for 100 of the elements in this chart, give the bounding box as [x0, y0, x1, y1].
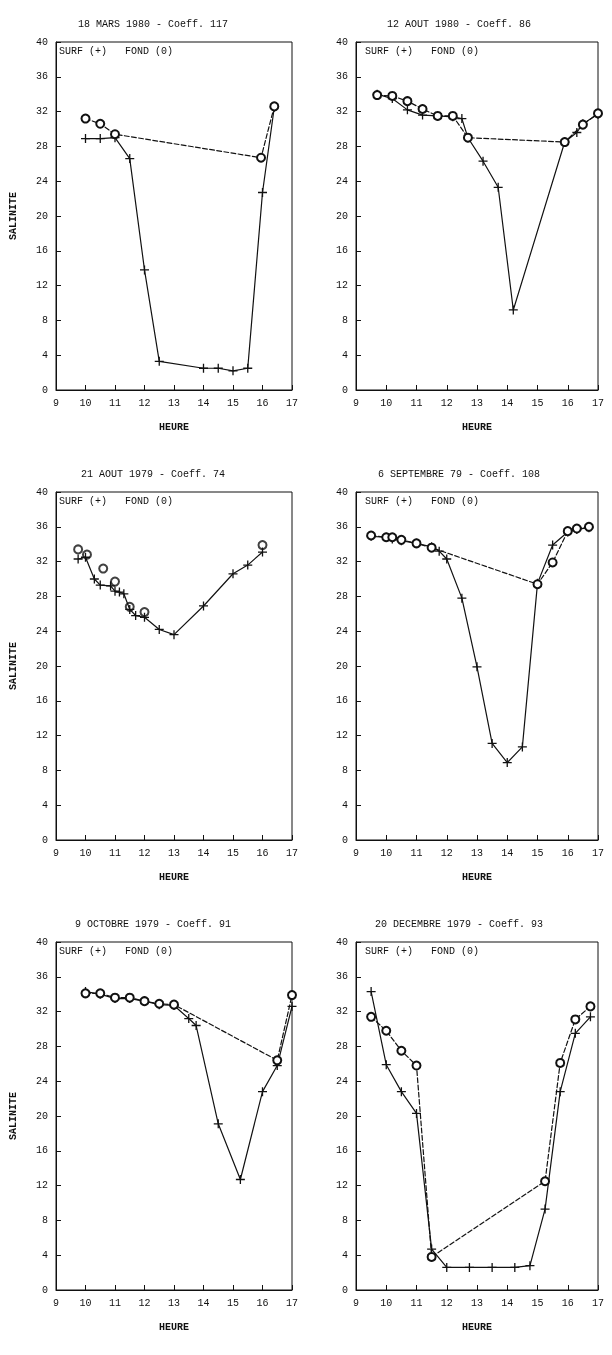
chart-title: 18 MARS 1980 - Coeff. 117	[77, 18, 229, 30]
y-tick-label: 0	[41, 384, 48, 396]
x-tick-label: 15	[226, 847, 240, 859]
y-tick-label: 40	[35, 36, 48, 48]
chart-title: 6 SEPTEMBRE 79 - Coeff. 108	[377, 468, 541, 480]
y-tick-label: 12	[335, 730, 348, 742]
x-tick-label: 11	[108, 847, 122, 859]
x-axis-title: HEURE	[461, 871, 493, 883]
x-tick-label: 11	[410, 847, 423, 859]
y-tick-label: 32	[335, 106, 348, 118]
annotation: SURF (+) FOND (0)	[59, 45, 174, 57]
x-tick-label: 16	[256, 847, 269, 859]
x-tick-label: 17	[285, 397, 299, 409]
y-tick-label: 0	[41, 1284, 48, 1296]
chart-title: 9 OCTOBRE 1979 - Coeff. 91	[74, 918, 232, 930]
x-tick-label: 12	[440, 847, 453, 859]
x-axis-title: HEURE	[158, 1321, 190, 1333]
y-tick-label: 16	[335, 695, 348, 707]
y-tick-label: 36	[335, 71, 348, 83]
annotation: SURF (+) FOND (0)	[365, 495, 480, 507]
y-tick-label: 24	[35, 625, 48, 637]
y-tick-label: 16	[35, 1145, 48, 1157]
x-tick-label: 15	[226, 1297, 240, 1309]
x-tick-label: 12	[138, 847, 151, 859]
x-tick-label: 9	[352, 397, 360, 409]
y-tick-label: 4	[341, 349, 348, 361]
y-tick-label: 0	[41, 834, 48, 846]
x-tick-label: 12	[138, 1297, 151, 1309]
y-tick-label: 28	[35, 590, 48, 602]
chart-title: 21 AOUT 1979 - Coeff. 74	[80, 468, 226, 480]
x-tick-label: 15	[226, 397, 240, 409]
chart-title: 20 DECEMBRE 1979 - Coeff. 93	[374, 918, 544, 930]
x-tick-label: 13	[167, 1297, 181, 1309]
x-tick-label: 11	[108, 397, 122, 409]
y-tick-label: 16	[35, 695, 48, 707]
y-tick-label: 20	[335, 1110, 348, 1122]
y-tick-label: 8	[41, 314, 48, 326]
annotation: SURF (+) FOND (0)	[59, 495, 174, 507]
x-tick-label: 14	[197, 397, 210, 409]
x-axis-title: HEURE	[461, 1321, 493, 1333]
y-tick-label: 4	[41, 799, 48, 811]
y-tick-label: 36	[335, 521, 348, 533]
x-tick-label: 10	[79, 1297, 92, 1309]
x-tick-label: 17	[285, 847, 299, 859]
x-tick-label: 16	[561, 847, 574, 859]
y-tick-label: 36	[35, 521, 48, 533]
y-tick-label: 24	[35, 175, 48, 187]
y-tick-label: 8	[341, 1214, 348, 1226]
y-tick-label: 28	[35, 1040, 48, 1052]
y-tick-label: 20	[35, 660, 48, 672]
y-axis-title: SALINITE	[7, 1091, 19, 1141]
y-tick-label: 8	[341, 764, 348, 776]
y-tick-label: 24	[35, 1075, 48, 1087]
x-tick-label: 17	[285, 1297, 299, 1309]
y-tick-label: 8	[41, 764, 48, 776]
y-tick-label: 20	[335, 660, 348, 672]
y-tick-label: 0	[341, 1284, 348, 1296]
y-tick-label: 40	[335, 486, 348, 498]
y-tick-label: 40	[335, 936, 348, 948]
y-tick-label: 0	[341, 384, 348, 396]
x-tick-label: 13	[470, 1297, 484, 1309]
x-tick-label: 13	[470, 847, 484, 859]
y-axis-title: SALINITE	[7, 641, 19, 691]
y-tick-label: 4	[341, 799, 348, 811]
y-tick-label: 40	[35, 486, 48, 498]
y-tick-label: 32	[35, 1006, 48, 1018]
y-tick-label: 8	[341, 314, 348, 326]
y-tick-label: 12	[35, 280, 48, 292]
x-tick-label: 10	[380, 847, 393, 859]
x-axis-title: HEURE	[158, 871, 190, 883]
x-tick-label: 10	[380, 397, 393, 409]
y-tick-label: 28	[335, 1040, 348, 1052]
y-tick-label: 24	[335, 625, 348, 637]
x-tick-label: 14	[501, 847, 514, 859]
x-tick-label: 17	[591, 1297, 605, 1309]
x-tick-label: 14	[501, 1297, 514, 1309]
x-tick-label: 16	[256, 397, 269, 409]
x-tick-label: 16	[561, 1297, 574, 1309]
x-axis-title: HEURE	[158, 421, 190, 433]
x-tick-label: 12	[138, 397, 151, 409]
y-tick-label: 40	[35, 936, 48, 948]
y-tick-label: 40	[335, 36, 348, 48]
y-tick-label: 12	[35, 1180, 48, 1192]
x-tick-label: 13	[167, 847, 181, 859]
y-tick-label: 16	[35, 245, 48, 257]
y-tick-label: 20	[35, 210, 48, 222]
x-tick-label: 11	[410, 1297, 423, 1309]
x-tick-label: 13	[167, 397, 181, 409]
y-tick-label: 12	[335, 1180, 348, 1192]
y-tick-label: 4	[41, 349, 48, 361]
y-tick-label: 20	[35, 1110, 48, 1122]
x-tick-label: 12	[440, 397, 453, 409]
chart-title: 12 AOUT 1980 - Coeff. 86	[386, 18, 532, 30]
y-tick-label: 32	[335, 1006, 348, 1018]
x-tick-label: 16	[256, 1297, 269, 1309]
y-tick-label: 0	[341, 834, 348, 846]
y-tick-label: 24	[335, 1075, 348, 1087]
annotation: SURF (+) FOND (0)	[59, 945, 174, 957]
x-tick-label: 12	[440, 1297, 453, 1309]
y-tick-label: 36	[35, 971, 48, 983]
